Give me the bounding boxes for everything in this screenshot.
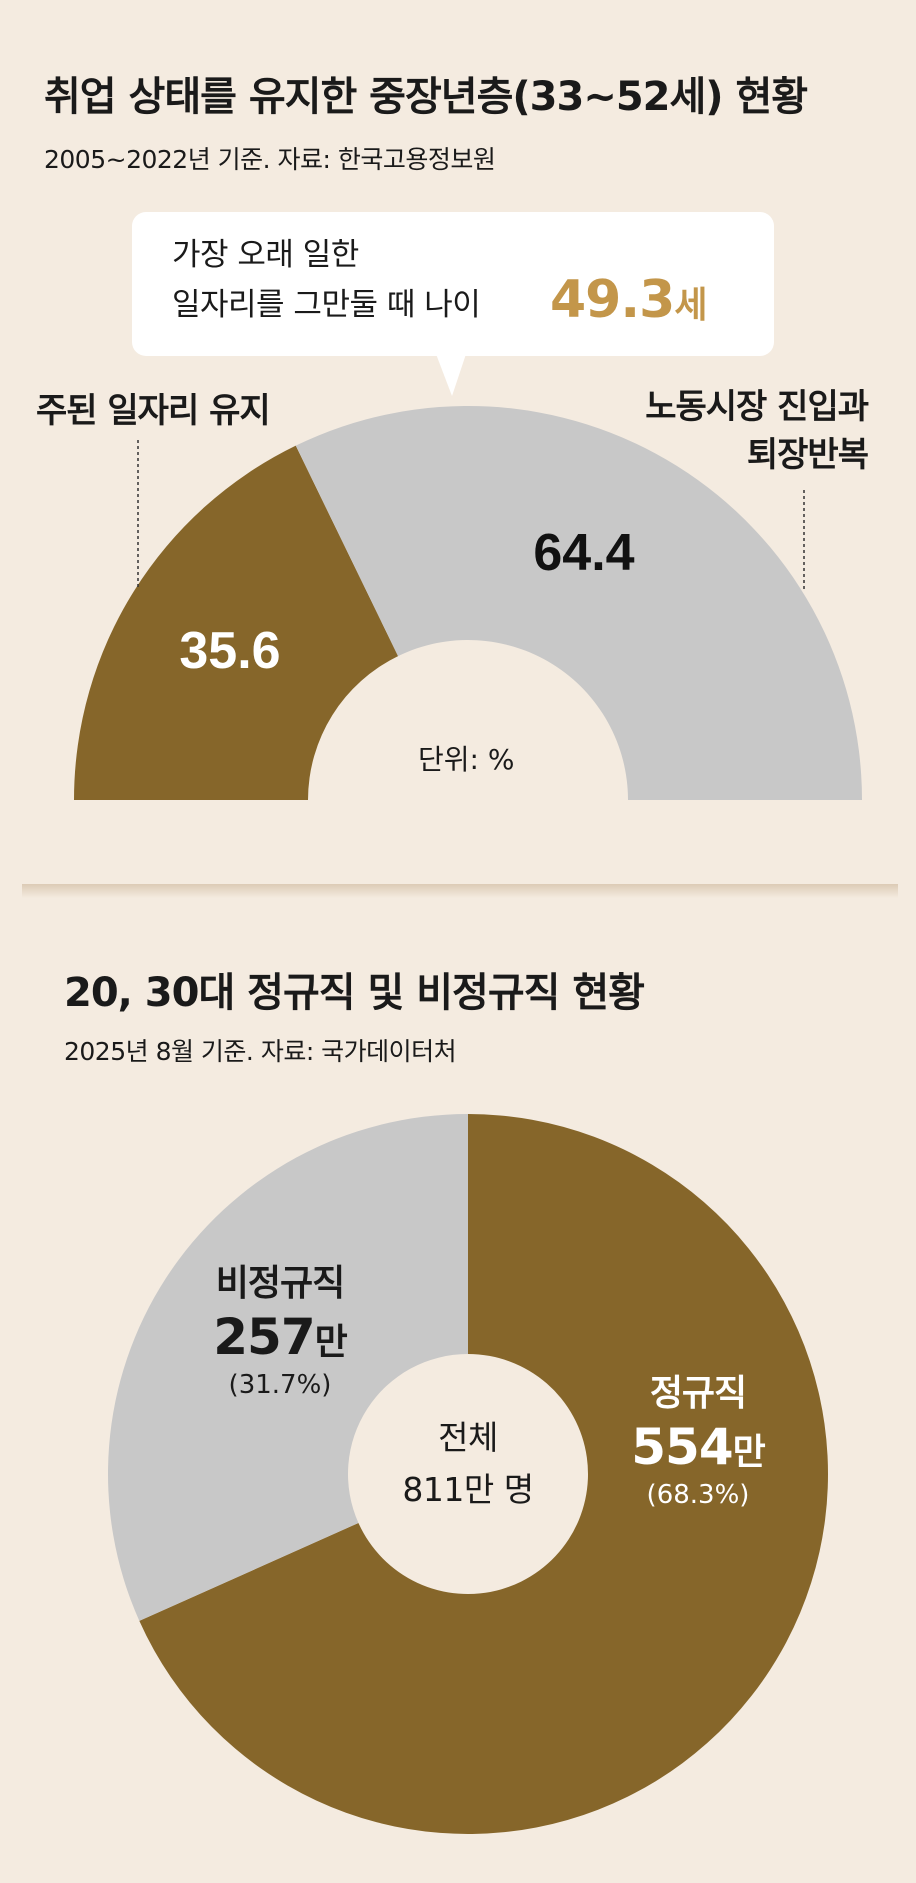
label-secondary-value: 257만 (160, 1308, 400, 1366)
unit-label: 단위: % (418, 743, 515, 776)
legend-left: 주된 일자리 유지 (36, 391, 271, 431)
donut-center-line2: 811만 명 (402, 1470, 534, 1509)
label-primary-percent: (68.3%) (646, 1480, 750, 1510)
chart2-title: 20, 30대 정규직 및 비정규직 현황 (64, 970, 645, 1016)
label-secondary-percent: (31.7%) (228, 1370, 332, 1400)
donut-slice-primary (139, 1114, 829, 1834)
callout-value-unit: 세 (674, 285, 707, 326)
callout-value: 49.3세 (550, 270, 707, 330)
legend-right-line2: 퇴장반복 (746, 435, 869, 475)
donut-slice-secondary (107, 1114, 468, 1621)
label-primary-value: 554만 (578, 1418, 818, 1476)
label-secondary-unit: 만 (314, 1322, 348, 1363)
label-primary-unit: 만 (732, 1432, 766, 1473)
semi-donut-label-primary: 35.6 (179, 622, 280, 680)
semi-donut-slice-secondary (295, 406, 863, 800)
semi-donut-label-secondary: 64.4 (533, 524, 634, 582)
chart1-title: 취업 상태를 유지한 중장년층(33~52세) 현황 (44, 74, 808, 120)
callout-text: 가장 오래 일한 일자리를 그만둘 때 나이 (172, 230, 481, 330)
chart1-subtitle: 2005~2022년 기준. 자료: 한국고용정보원 (44, 145, 496, 174)
label-secondary-number: 257 (213, 1308, 315, 1366)
label-primary-name: 정규직 (649, 1373, 747, 1414)
callout-line2: 일자리를 그만둘 때 나이 (172, 287, 481, 323)
label-secondary-name: 비정규직 (215, 1263, 345, 1304)
legend-right-line1: 노동시장 진입과 (645, 387, 869, 427)
label-primary: 정규직 554만 (68.3%) (578, 1364, 818, 1510)
callout-box (132, 212, 774, 396)
semi-donut-slice-primary (74, 445, 399, 800)
section-divider (22, 884, 898, 898)
chart2-subtitle: 2025년 8월 기준. 자료: 국가데이터처 (64, 1037, 457, 1066)
label-secondary: 비정규직 257만 (31.7%) (160, 1254, 400, 1400)
callout-value-number: 49.3 (550, 270, 675, 330)
donut-center-line1: 전체 (438, 1418, 498, 1457)
label-primary-number: 554 (631, 1418, 733, 1476)
callout-line1: 가장 오래 일한 (172, 237, 359, 273)
legend-right: 노동시장 진입과 퇴장반복 (645, 383, 869, 479)
donut-center-label: 전체 811만 명 (348, 1412, 588, 1516)
